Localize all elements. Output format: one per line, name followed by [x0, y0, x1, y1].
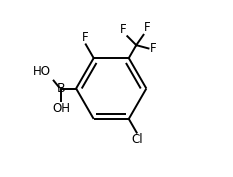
Text: B: B	[57, 82, 65, 95]
Text: F: F	[150, 42, 156, 55]
Text: HO: HO	[33, 65, 51, 78]
Text: F: F	[144, 21, 151, 34]
Text: OH: OH	[52, 102, 70, 115]
Text: F: F	[82, 30, 88, 44]
Text: Cl: Cl	[131, 133, 143, 147]
Text: F: F	[120, 22, 127, 36]
